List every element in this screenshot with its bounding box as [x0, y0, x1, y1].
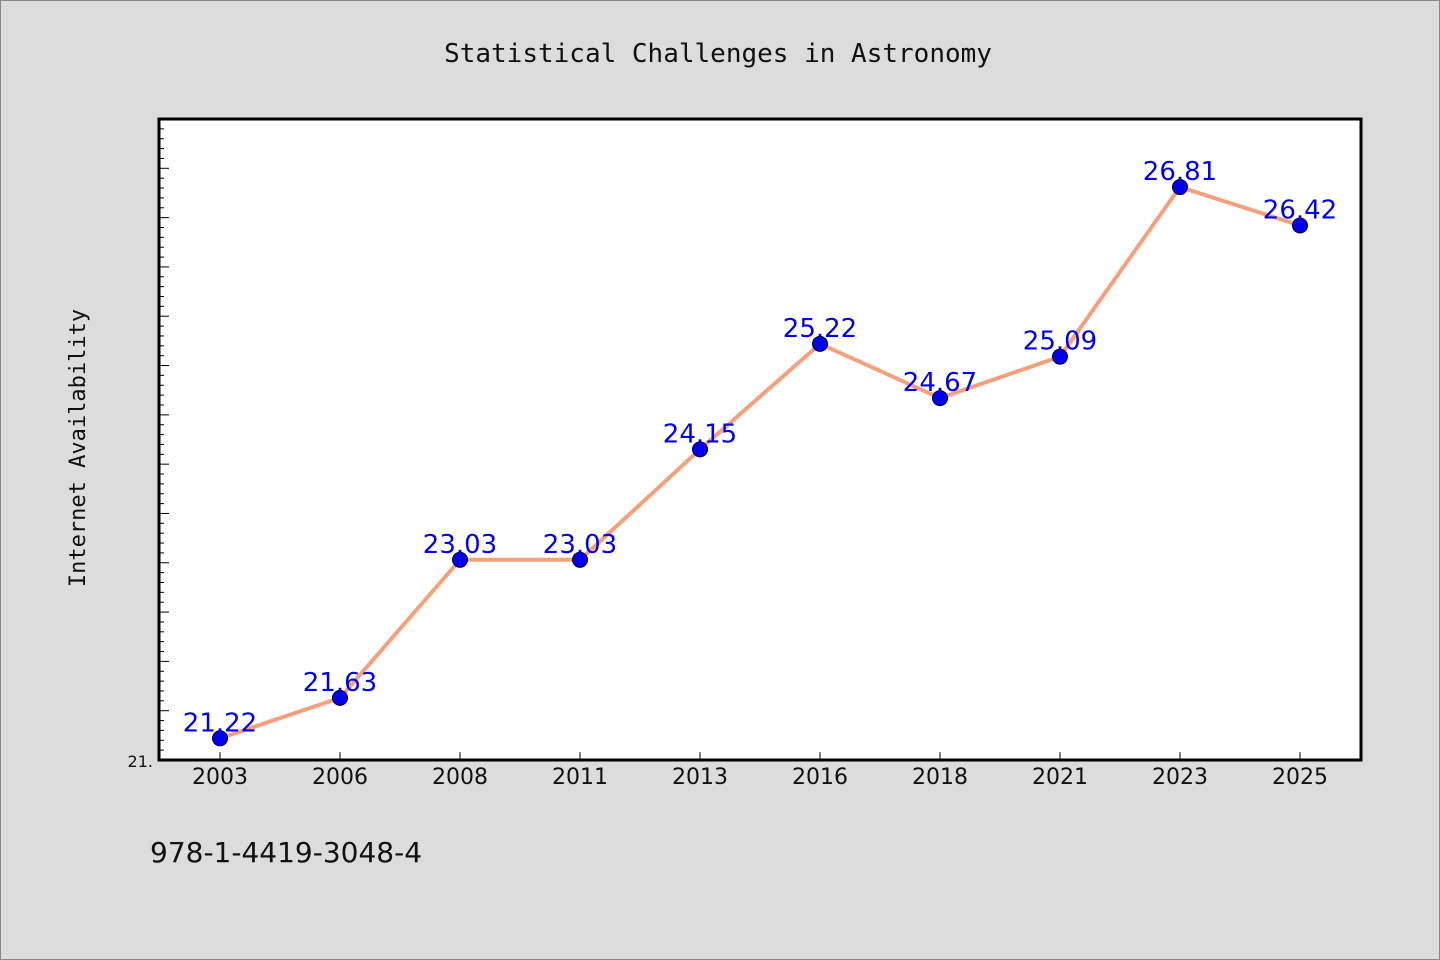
data-label: 25.09 [1023, 327, 1097, 357]
x-tick-label: 2018 [912, 765, 968, 790]
data-label: 21.22 [183, 708, 257, 738]
x-tick-label: 2021 [1032, 765, 1088, 790]
x-tick-label: 2008 [432, 765, 488, 790]
x-tick-label: 2003 [192, 765, 248, 790]
data-point [1292, 217, 1308, 234]
data-point [692, 441, 708, 458]
x-axis-ticks: 2003 2006 2008 2011 2013 2016 2018 2021 2023 2025 [192, 752, 1328, 790]
y-tick-label: 21. [128, 752, 153, 771]
series-layer [212, 179, 1308, 747]
x-tick-label: 2011 [552, 765, 608, 790]
data-point [212, 730, 228, 747]
data-label: 23.03 [543, 530, 617, 560]
data-point [932, 390, 948, 407]
data-label-layer: 21.22 21.63 23.03 23.03 24.15 25.22 24.67 25.09… [183, 157, 1337, 738]
series-line [218, 185, 1302, 741]
data-label: 23.03 [423, 530, 497, 560]
data-label: 24.15 [663, 419, 737, 449]
x-tick-label: 2016 [792, 765, 848, 790]
x-tick-label: 2006 [312, 765, 368, 790]
isbn-text: 978-1-4419-3048-4 [150, 836, 422, 869]
x-tick-label: 2013 [672, 765, 728, 790]
y-axis-ticks [159, 118, 169, 761]
data-point [1172, 179, 1188, 196]
data-label: 26.81 [1143, 157, 1217, 187]
plot-area [157, 117, 1363, 762]
chart-title: Statistical Challenges in Astronomy [444, 39, 992, 69]
data-label: 21.63 [303, 668, 377, 698]
data-point [1052, 348, 1068, 365]
data-point [572, 551, 588, 568]
y-axis-label: Internet Availability [66, 309, 91, 587]
data-label: 26.42 [1263, 196, 1337, 226]
x-tick-label: 2023 [1152, 765, 1208, 790]
data-point [332, 689, 348, 706]
data-label: 25.22 [783, 314, 857, 344]
data-point [812, 335, 828, 352]
data-label: 24.67 [903, 368, 977, 398]
x-tick-label: 2025 [1272, 765, 1328, 790]
data-point [452, 551, 468, 568]
